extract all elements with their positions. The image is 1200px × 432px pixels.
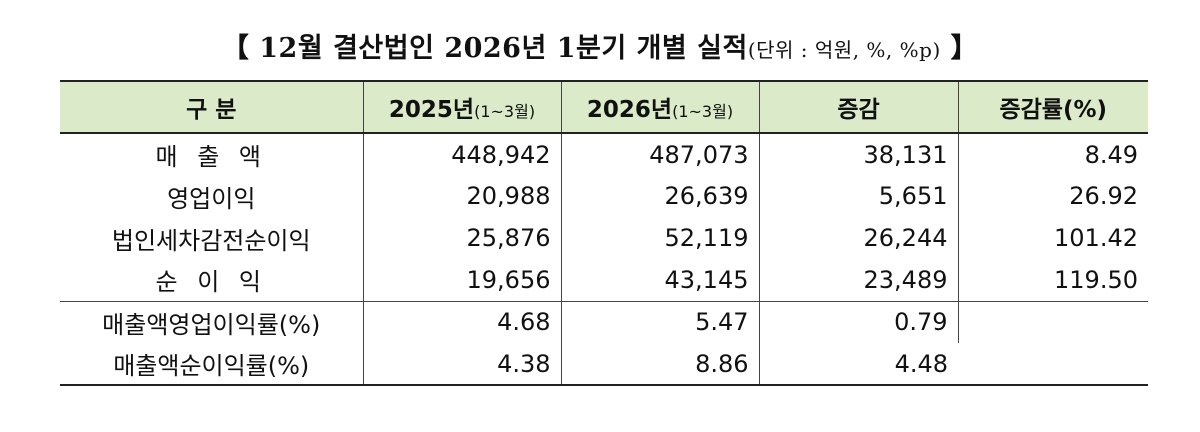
- cell-change: 5,651: [759, 175, 959, 217]
- table-row: 순 이 익 19,656 43,145 23,489 119.50: [60, 259, 1148, 301]
- cell-2025: 4.38: [363, 343, 562, 386]
- header-row: 구 분 2025년(1~3월) 2026년(1~3월) 증감 증감률(%): [60, 80, 1148, 134]
- cell-rate: 8.49: [1084, 140, 1138, 169]
- report-title: 【 12월 결산법인 2026년 1분기 개별 실적(단위 : 억원, %, %…: [0, 26, 1200, 65]
- cell-2025: 20,988: [363, 175, 562, 217]
- cell-rate: 26.92: [1069, 182, 1138, 210]
- cell-rate: 119.50: [1054, 265, 1138, 294]
- table-row: 매출액영업이익률(%) 4.68 5.47 0.79: [60, 300, 1148, 386]
- row-label: 매 출 액: [60, 133, 364, 175]
- header-change: 증감: [759, 80, 959, 134]
- header-category: 구 분: [60, 80, 364, 134]
- cell-2025: 448,942: [363, 133, 562, 175]
- cell-2026: 487,073: [561, 133, 760, 175]
- row-label: 영업이익: [60, 175, 364, 217]
- title-bracket-close: 】: [950, 33, 979, 64]
- title-main: 12월 결산법인 2026년 1분기 개별 실적: [259, 33, 748, 64]
- cell-2025: 19,656: [363, 259, 562, 301]
- cell-rate: 101.42: [1054, 224, 1138, 252]
- table-row: 법인세차감전순이익 25,876 52,119 26,244 101.42: [60, 217, 1148, 259]
- row-label: 순 이 익: [60, 259, 364, 301]
- cell-change: 26,244: [759, 217, 959, 259]
- row-label: 매출액순이익률(%): [60, 343, 364, 386]
- title-bracket-open: 【: [221, 33, 250, 64]
- earnings-table: 구 분 2025년(1~3월) 2026년(1~3월) 증감 증감률(%) 매 …: [60, 80, 1148, 386]
- cell-2026: 5.47: [561, 300, 760, 343]
- cell-change: 23,489: [759, 259, 959, 301]
- cell-change: 0.79: [759, 300, 959, 343]
- cell-2026: 26,639: [561, 175, 760, 217]
- header-change-rate: 증감률(%): [958, 80, 1148, 134]
- table-row: 매출액순이익률(%) 4.38 8.86 4.48: [60, 343, 1148, 386]
- cell-2025: 25,876: [363, 217, 562, 259]
- row-label: 매출액영업이익률(%): [60, 300, 364, 343]
- cell-2025: 4.68: [363, 300, 562, 343]
- cell-2026: 8.86: [561, 343, 760, 386]
- title-unit: (단위 : 억원, %, %p): [747, 38, 941, 62]
- table-row: 영업이익 20,988 26,639 5,651 26.92: [60, 175, 1148, 217]
- header-2026: 2026년(1~3월): [561, 80, 760, 134]
- cell-2026: 52,119: [561, 217, 760, 259]
- row-label: 법인세차감전순이익: [60, 217, 364, 259]
- cell-rate-empty: [958, 300, 1148, 386]
- header-2025: 2025년(1~3월): [363, 80, 562, 134]
- cell-change: 38,131: [759, 133, 959, 175]
- table-row: 매 출 액 448,942 487,073 38,131 8.49: [60, 133, 1148, 175]
- cell-change: 4.48: [759, 343, 958, 386]
- cell-2026: 43,145: [561, 259, 760, 301]
